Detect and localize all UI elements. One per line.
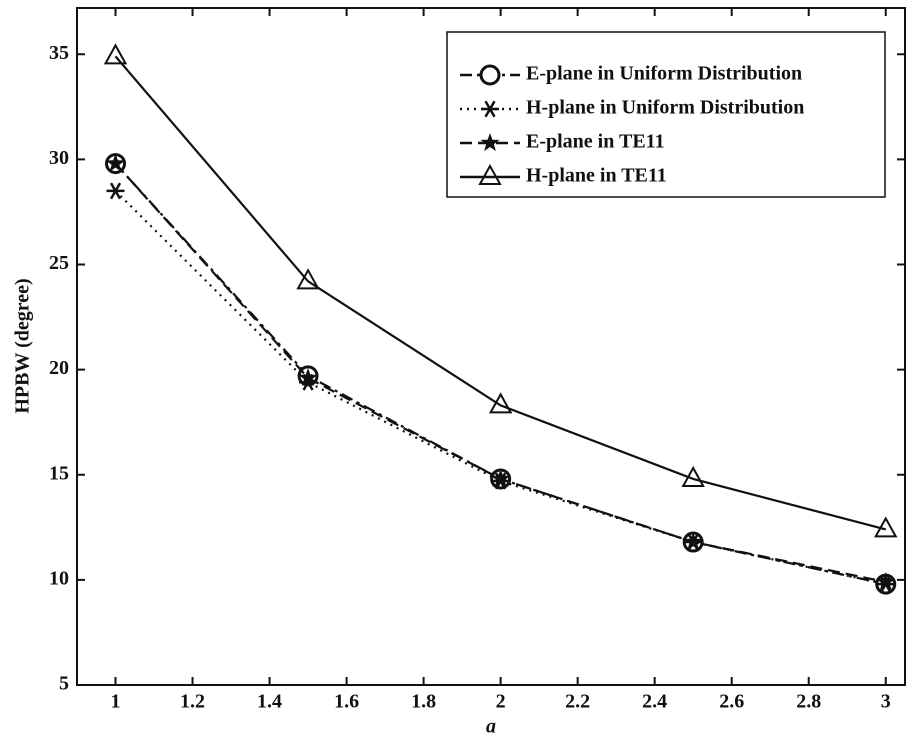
x-tick-label: 1.4 [257, 691, 282, 713]
x-tick-label: 2 [496, 691, 506, 713]
y-tick-label: 15 [49, 462, 69, 484]
x-tick-label: 1.2 [180, 691, 205, 713]
x-tick-label: 2.8 [796, 691, 821, 713]
series-line [116, 191, 886, 584]
marker-triangle [106, 45, 126, 63]
marker-triangle [491, 394, 511, 412]
y-tick-label: 30 [49, 147, 69, 169]
marker [106, 45, 126, 63]
legend-label: E-plane in Uniform Distribution [526, 63, 802, 85]
x-tick-label: 3 [881, 691, 891, 713]
y-axis-label: HPBW (degree) [12, 278, 34, 413]
y-tick-label: 10 [49, 567, 69, 589]
legend-label: E-plane in TE11 [526, 131, 665, 153]
y-tick-label: 5 [59, 673, 69, 695]
legend-label: H-plane in Uniform Distribution [526, 97, 804, 119]
x-tick-label: 1.8 [411, 691, 436, 713]
y-tick-label: 35 [49, 42, 69, 64]
marker [481, 66, 499, 84]
y-tick-label: 25 [49, 252, 69, 274]
x-tick-label: 1.6 [334, 691, 359, 713]
x-tick-label: 2.6 [719, 691, 744, 713]
x-tick-label: 2.2 [565, 691, 590, 713]
x-tick-label: 2.4 [642, 691, 667, 713]
y-tick-label: 20 [49, 357, 69, 379]
x-tick-label: 1 [111, 691, 121, 713]
x-axis-label: a [486, 716, 496, 738]
series-line [116, 164, 886, 584]
series-line [116, 164, 886, 582]
chart: a HPBW (degree) 1 1.2 1.4 1.6 1.8 2 2.2 2.4 2.6 2… [0, 0, 920, 742]
marker-circle [481, 66, 499, 84]
legend-label: H-plane in TE11 [526, 165, 667, 187]
marker [491, 394, 511, 412]
